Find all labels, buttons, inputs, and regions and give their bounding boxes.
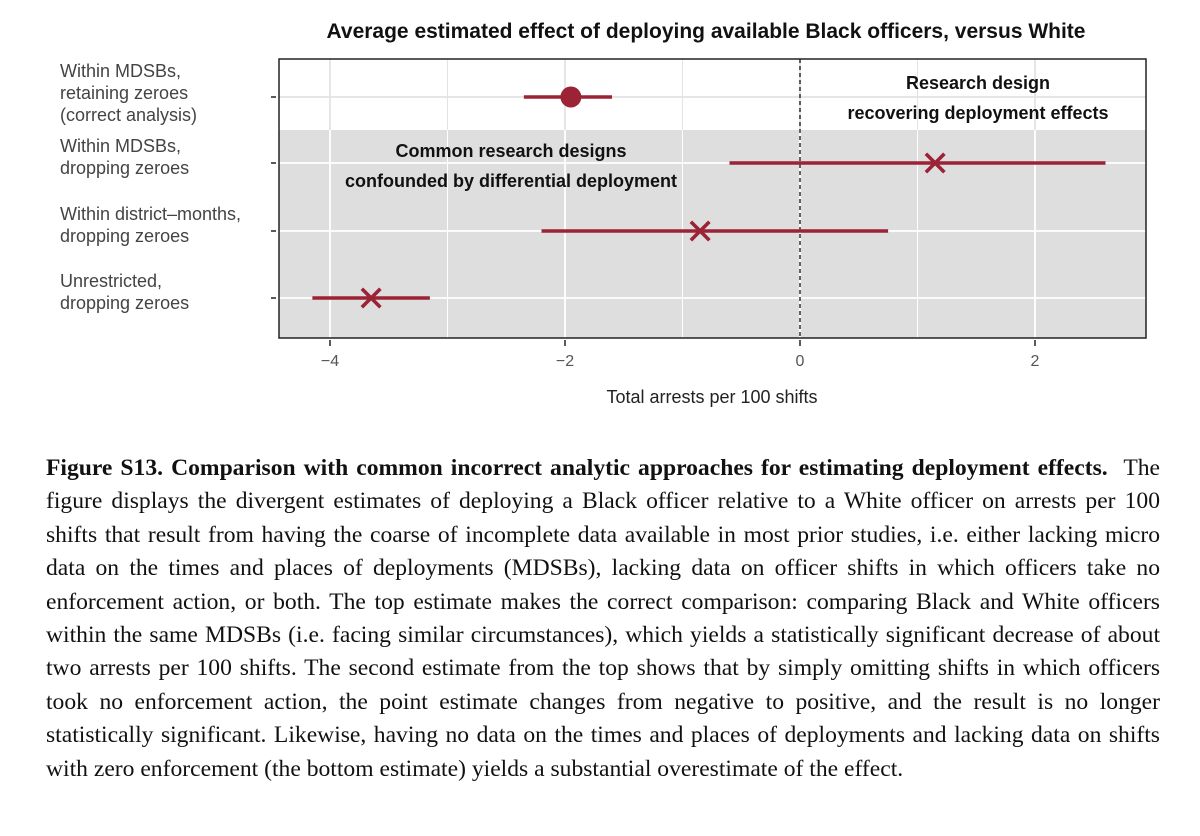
y-axis-label: Unrestricted, bbox=[60, 271, 162, 291]
chart-title: Average estimated effect of deploying av… bbox=[327, 20, 1086, 43]
y-axis-label: dropping zeroes bbox=[60, 293, 189, 313]
caption-body: The figure displays the divergent estima… bbox=[46, 455, 1160, 782]
x-tick-label: 2 bbox=[1031, 353, 1040, 370]
y-axis-label: Within MDSBs, bbox=[60, 136, 181, 156]
point-estimate-x bbox=[924, 152, 946, 174]
y-axis-label: dropping zeroes bbox=[60, 226, 189, 246]
x-tick-label: −2 bbox=[556, 353, 574, 370]
y-axis-label: dropping zeroes bbox=[60, 158, 189, 178]
x-tick-label: 0 bbox=[796, 353, 805, 370]
shaded-region bbox=[279, 130, 1146, 338]
x-tick-label: −4 bbox=[321, 353, 339, 370]
annotation-shaded-line2: confounded by differential deployment bbox=[345, 171, 677, 191]
y-axis-label: Within MDSBs, bbox=[60, 61, 181, 81]
figure-caption: Figure S13. Comparison with common incor… bbox=[46, 452, 1160, 786]
caption-title: Figure S13. Comparison with common incor… bbox=[46, 455, 1108, 481]
point-estimate-x bbox=[360, 287, 382, 309]
plot-frame bbox=[278, 58, 1147, 339]
annotation-unshaded-line2: recovering deployment effects bbox=[847, 103, 1108, 123]
y-axis-label: retaining zeroes bbox=[60, 83, 188, 103]
point-estimate-circle bbox=[560, 86, 582, 108]
point-estimate-x bbox=[689, 220, 711, 242]
y-axis-label: Within district–months, bbox=[60, 204, 241, 224]
annotation-shaded-line1: Common research designs bbox=[395, 141, 626, 161]
dot-whisker-chart: Average estimated effect of deploying av… bbox=[60, 20, 1147, 407]
y-axis-label: (correct analysis) bbox=[60, 105, 197, 125]
annotation-unshaded-line1: Research design bbox=[906, 73, 1050, 93]
x-axis-label: Total arrests per 100 shifts bbox=[606, 387, 817, 407]
